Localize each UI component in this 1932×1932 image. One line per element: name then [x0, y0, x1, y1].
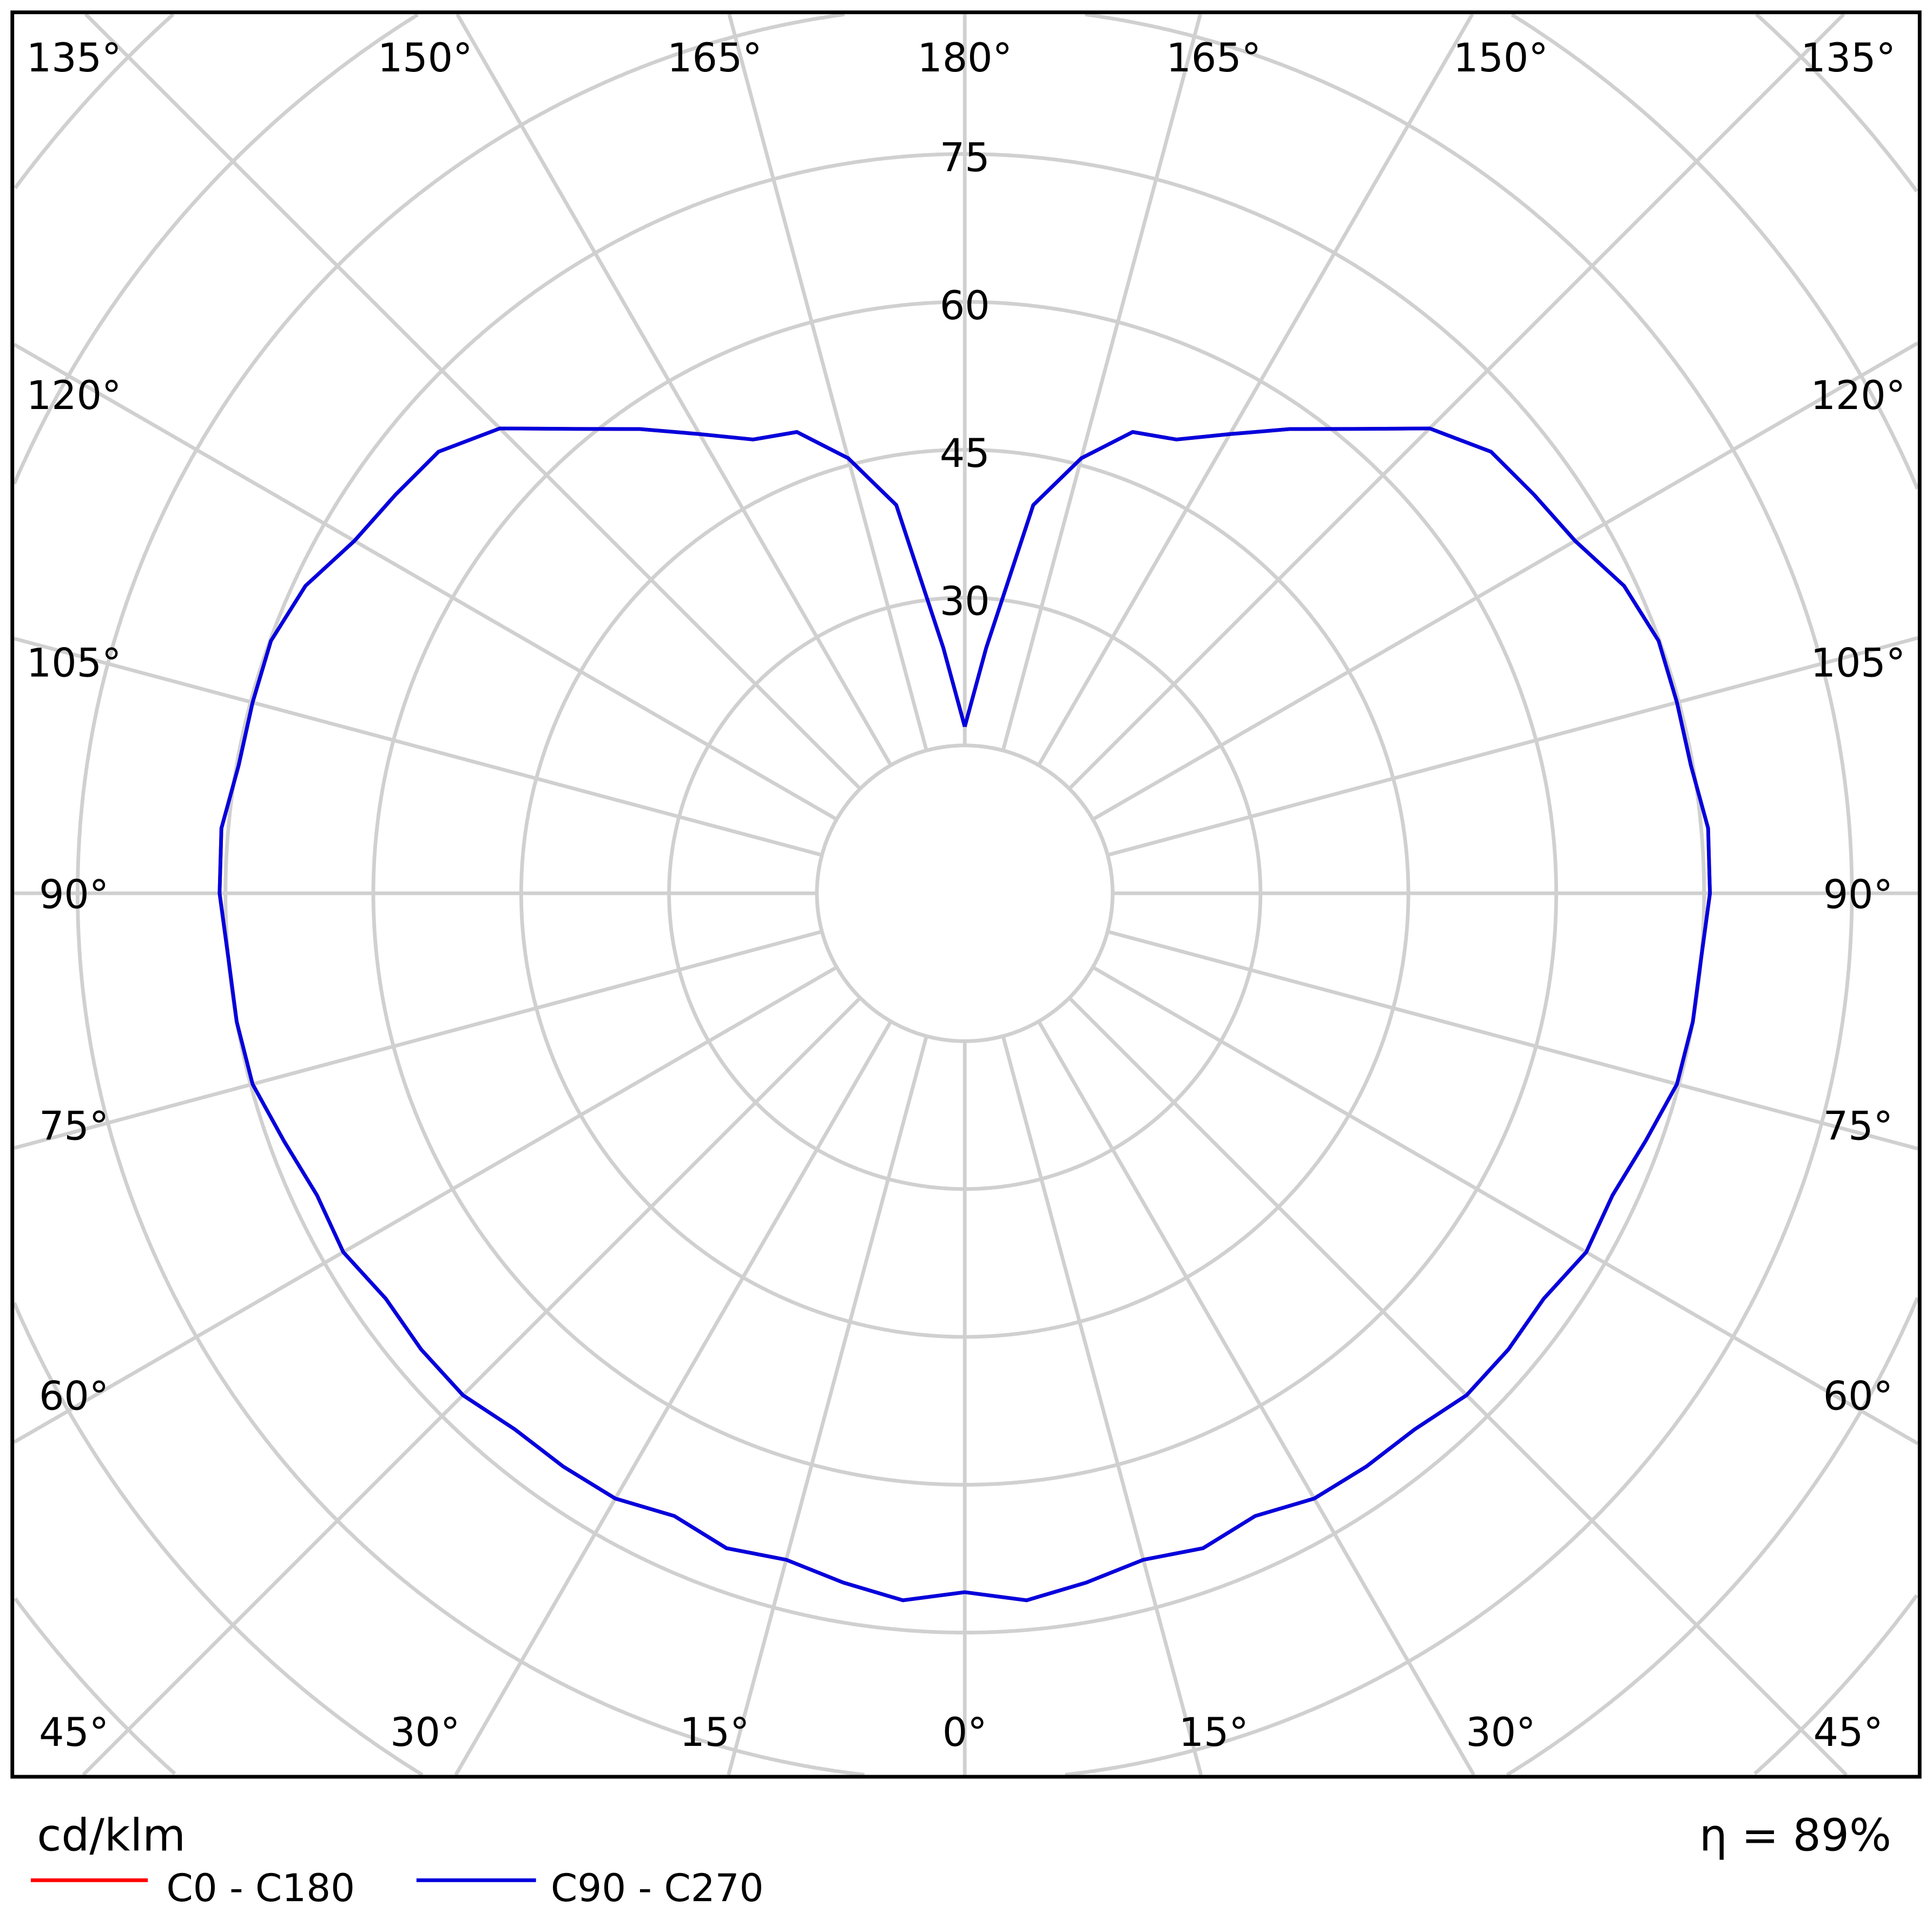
grid-spoke — [1001, 14, 1202, 751]
radial-tick-label: 45 — [940, 431, 990, 477]
angle-label: 135° — [1801, 35, 1896, 81]
grid-spoke — [13, 965, 838, 1444]
grid-ring — [12, 13, 1920, 1777]
angle-label: 60° — [1823, 1373, 1893, 1419]
grid-spoke — [1107, 636, 1918, 857]
angle-label: 180° — [917, 35, 1012, 81]
grid-spoke — [13, 342, 838, 821]
grid-spoke — [14, 929, 823, 1150]
angle-label: 105° — [27, 640, 122, 686]
angle-label: 0° — [942, 1710, 987, 1756]
angle-label: 105° — [1811, 640, 1906, 686]
legend-label-c0: C0 - C180 — [166, 1865, 355, 1910]
angle-label: 150° — [1453, 35, 1548, 81]
angle-label: 75° — [39, 1104, 109, 1150]
radial-tick-label: 60 — [940, 283, 990, 329]
legend-label-c90: C90 - C270 — [551, 1865, 764, 1910]
grid-ring — [76, 12, 1854, 1777]
grid-spoke — [1092, 341, 1919, 821]
grid-spoke — [1107, 929, 1918, 1151]
radial-tick-label: 75 — [940, 135, 990, 181]
chart-frame — [10, 10, 1922, 1779]
angle-label: 120° — [27, 373, 122, 419]
grid-spoke — [1092, 965, 1919, 1446]
grid-spoke — [1068, 996, 1848, 1777]
radial-tick-label: 30 — [940, 578, 990, 624]
grid-ring — [14, 12, 1918, 1775]
unit-label: cd/klm — [37, 1810, 186, 1862]
angle-label: 60° — [39, 1373, 109, 1419]
angle-label: 120° — [1811, 373, 1906, 419]
angle-label: 30° — [390, 1710, 460, 1756]
grid-spoke — [14, 637, 823, 857]
angle-label: 15° — [1179, 1710, 1249, 1756]
angle-label: 165° — [667, 35, 762, 81]
polar-grid — [12, 12, 1920, 1777]
angle-label: 15° — [680, 1710, 749, 1756]
angle-label: 45° — [39, 1710, 109, 1756]
angle-label: 30° — [1466, 1710, 1535, 1756]
angle-label: 75° — [1823, 1104, 1893, 1150]
angle-label: 150° — [378, 35, 473, 81]
angle-label: 90° — [39, 872, 109, 918]
grid-spoke — [1001, 1036, 1203, 1776]
series-curve-c90-c270 — [217, 426, 1712, 1603]
grid-spoke — [1037, 1020, 1475, 1776]
efficiency-label: η = 89% — [1699, 1810, 1891, 1862]
grid-spoke — [454, 1020, 893, 1776]
angle-label: 165° — [1166, 35, 1262, 81]
angle-label: 45° — [1814, 1710, 1883, 1756]
grid-spoke — [1068, 12, 1845, 790]
grid-spoke — [82, 996, 862, 1777]
grid-ring — [815, 743, 1115, 1043]
curves — [217, 426, 1712, 1603]
grid-spoke — [727, 1036, 928, 1776]
angle-label: 90° — [1823, 872, 1893, 918]
grid-spoke — [727, 14, 928, 751]
grid-spoke — [84, 12, 862, 790]
grid-spoke — [456, 13, 893, 767]
angle-label: 135° — [27, 35, 122, 81]
axis-labels: 30 45 60 75 135° 150° 165° 180° 165° 150° 135° 45° 3… — [27, 35, 1905, 1756]
grid-spoke — [1037, 13, 1474, 767]
